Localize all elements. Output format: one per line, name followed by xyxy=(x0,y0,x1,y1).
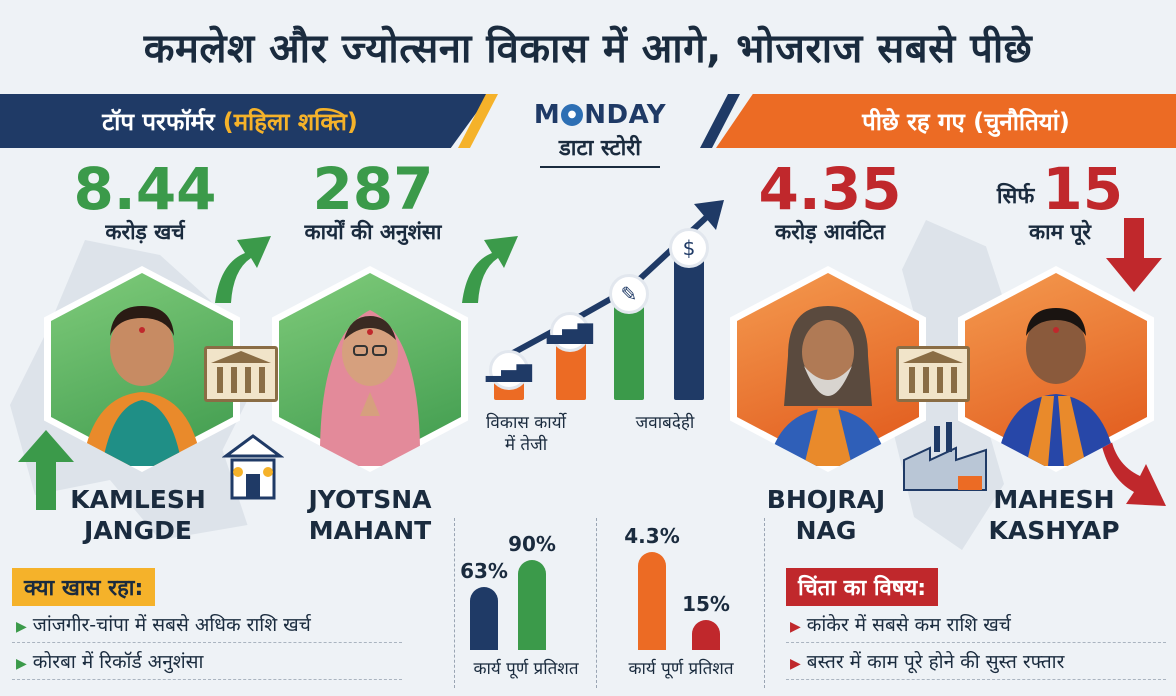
money-hand-icon: $ xyxy=(669,228,709,268)
chart-value-label: 4.3% xyxy=(624,524,680,548)
bhojraj-stat-block: 4.35 करोड़ आवंटित xyxy=(740,160,920,246)
lagging-banner-text: पीछे रह गए (चुनौतियां) xyxy=(862,107,1070,136)
chart-caption: कार्य पूर्ण प्रतिशत xyxy=(628,659,734,679)
chart-bar xyxy=(638,552,666,650)
kamlesh-stat-block: 8.44 करोड़ खर्च xyxy=(60,160,230,246)
chart-icon: ▃▅▇ xyxy=(547,312,593,352)
growth-bar xyxy=(674,260,704,400)
chart-bar xyxy=(692,620,720,650)
chart-divider xyxy=(764,518,765,688)
building-icon xyxy=(204,346,278,402)
jyotsna-stat-value: 287 xyxy=(312,155,434,223)
bullet-triangle-icon: ▶ xyxy=(790,656,801,672)
logo-globe-icon: ● xyxy=(561,104,584,126)
kamlesh-portrait xyxy=(44,266,240,472)
highlight-item: ▶ कोरबा में रिकॉर्ड अनुशंसा xyxy=(12,643,402,680)
bullet-triangle-icon: ▶ xyxy=(16,656,27,672)
chart-plot-area: 4.3% 15% xyxy=(598,524,764,672)
chart-icon: ▂▄▆ xyxy=(486,350,532,390)
logo-letters: NDAY xyxy=(584,100,667,130)
bhojraj-stat-label: करोड़ आवंटित xyxy=(775,220,885,244)
mahesh-name: MAHESH KASHYAP xyxy=(988,485,1120,546)
growth-infographic: ▂▄▆ ▃▅▇ ✎ $ xyxy=(480,190,730,400)
chart-value-label: 90% xyxy=(508,532,556,556)
completion-chart-left: 63% 90% कार्य पूर्ण प्रतिशत xyxy=(456,520,596,696)
jyotsna-name: JYOTSNA MAHANT xyxy=(308,485,432,546)
arrow-down-right-icon xyxy=(1100,432,1166,506)
growth-label-right: जवाबदेही xyxy=(635,413,695,433)
monday-logo: M ● NDAY xyxy=(530,98,670,132)
arrow-down-icon xyxy=(1106,218,1162,292)
concern-item: ▶ बस्तर में काम पूरे होने की सुस्त रफ्तार xyxy=(786,643,1166,680)
highlights-box: क्या खास रहा: ▶ जांजगीर-चांपा में सबसे अध… xyxy=(12,568,402,680)
logo-subtitle: डाटा स्टोरी xyxy=(559,136,641,161)
kamlesh-name: KAMLESH JANGDE xyxy=(70,485,206,546)
top-performer-accent: (महिला शक्ति) xyxy=(222,107,358,136)
completion-chart-right: 4.3% 15% कार्य पूर्ण प्रतिशत xyxy=(598,520,764,696)
bhojraj-stat-value: 4.35 xyxy=(758,155,902,223)
concerns-box: चिंता का विषय: ▶ कांकेर में सबसे कम राशि … xyxy=(786,568,1166,680)
bullet-triangle-icon: ▶ xyxy=(16,619,27,635)
person-icon xyxy=(319,310,421,466)
jyotsna-stat-label: कार्यों की अनुशंसा xyxy=(304,220,442,244)
chart-plot-area: 63% 90% xyxy=(456,532,596,672)
top-performer-text: टॉप परफॉर्मर xyxy=(102,107,215,136)
headline: कमलेश और ज्योत्सना विकास में आगे, भोजराज… xyxy=(143,25,1033,72)
concern-item: ▶ कांकेर में सबसे कम राशि खर्च xyxy=(786,606,1166,643)
lagging-banner: पीछे रह गए (चुनौतियां) xyxy=(716,94,1176,148)
chart-caption: कार्य पूर्ण प्रतिशत xyxy=(473,659,579,679)
chart-divider xyxy=(454,518,455,688)
person-icon xyxy=(996,308,1116,466)
logo-underline xyxy=(540,166,660,168)
growth-bar xyxy=(614,306,644,400)
concerns-title: चिंता का विषय: xyxy=(786,568,939,606)
bhojraj-portrait xyxy=(730,266,926,472)
person-icon xyxy=(82,306,202,466)
bank-icon xyxy=(222,434,284,500)
building-icon xyxy=(896,346,970,402)
growth-label-left: विकास कार्यो में तेजी xyxy=(486,413,566,456)
clipboard-icon: ✎ xyxy=(609,274,649,314)
chart-value-label: 15% xyxy=(682,592,730,616)
arrow-up-right-icon xyxy=(462,236,518,303)
highlight-item: ▶ जांजगीर-चांपा में सबसे अधिक राशि खर्च xyxy=(12,606,402,643)
mahesh-stat-label: काम पूरे xyxy=(1029,220,1091,244)
logo-letter-m: M xyxy=(533,100,561,130)
kamlesh-stat-label: करोड़ खर्च xyxy=(105,220,185,244)
chart-bar xyxy=(518,560,546,650)
arrow-up-icon xyxy=(18,430,74,510)
highlights-title: क्या खास रहा: xyxy=(12,568,156,606)
factory-icon xyxy=(903,422,987,491)
mahesh-stat-block: सिर्फ 15 काम पूरे xyxy=(970,160,1150,246)
bullet-triangle-icon: ▶ xyxy=(790,619,801,635)
chart-value-label: 63% xyxy=(460,559,508,583)
person-icon xyxy=(768,306,888,466)
jyotsna-stat-block: 287 कार्यों की अनुशंसा xyxy=(268,160,478,246)
bhojraj-name: BHOJRAJ NAG xyxy=(766,485,886,546)
top-performer-banner: टॉप परफॉर्मर (महिला शक्ति) xyxy=(0,94,490,148)
mahesh-stat-value: 15 xyxy=(1042,155,1124,223)
jyotsna-portrait xyxy=(272,266,468,472)
arrow-up-right-icon xyxy=(215,236,271,303)
chart-bar xyxy=(470,587,498,650)
kamlesh-stat-value: 8.44 xyxy=(73,155,217,223)
chart-divider xyxy=(596,518,597,688)
mahesh-stat-prefix: सिर्फ xyxy=(996,184,1035,209)
